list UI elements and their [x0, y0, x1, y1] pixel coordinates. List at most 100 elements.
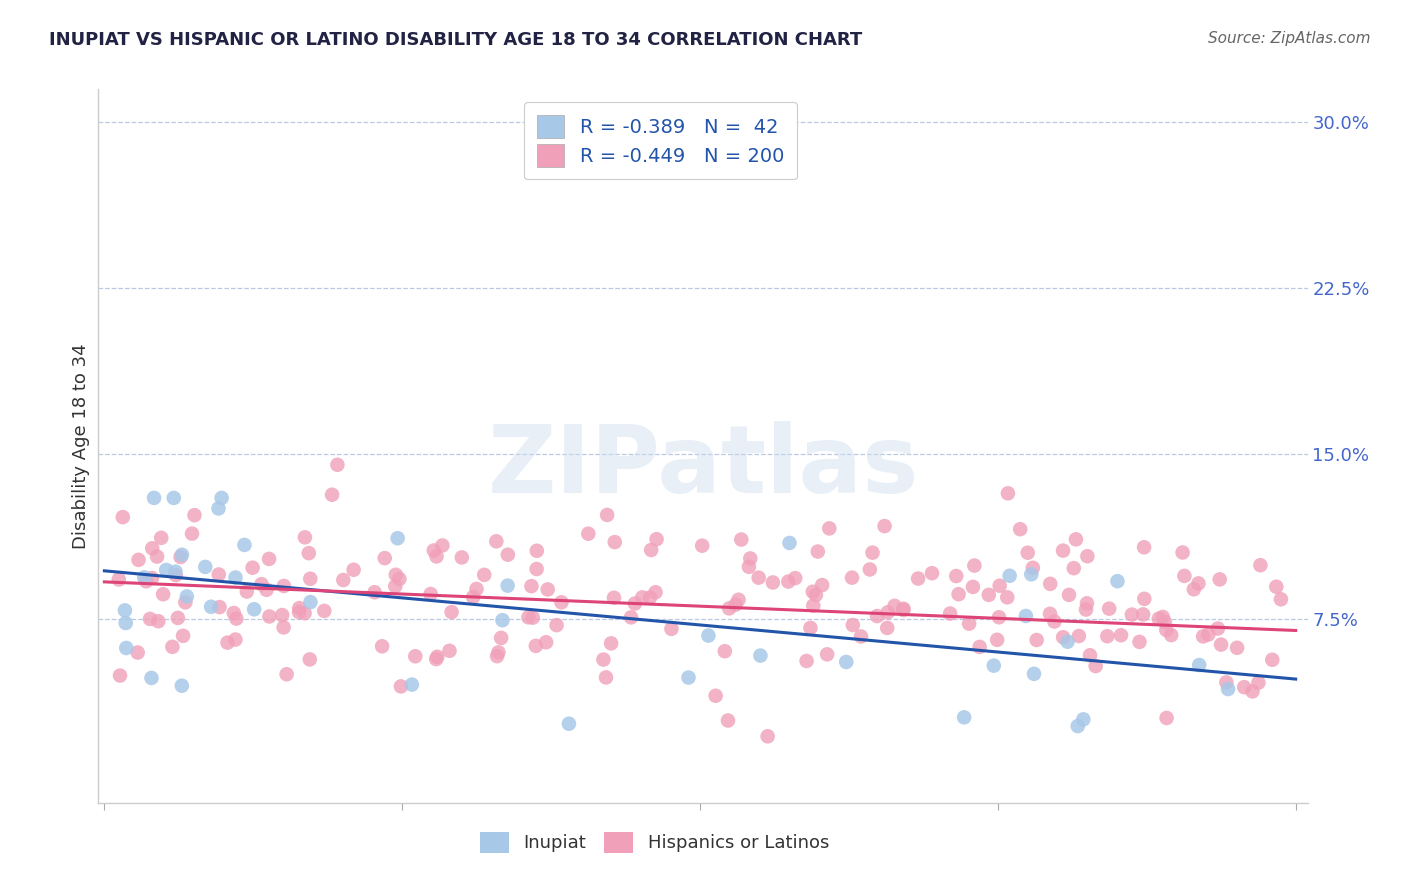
Point: [256, 582, 278, 597]
Point: [426, 649, 449, 664]
Point: [740, 551, 762, 566]
Point: [1132, 607, 1154, 622]
Point: [389, 679, 412, 693]
Point: [624, 597, 647, 611]
Point: [962, 580, 984, 594]
Point: [1057, 588, 1080, 602]
Point: [271, 608, 294, 623]
Point: [1098, 601, 1121, 615]
Point: [166, 611, 188, 625]
Point: [343, 563, 366, 577]
Point: [1128, 635, 1150, 649]
Point: [236, 584, 259, 599]
Point: [176, 590, 198, 604]
Point: [1216, 681, 1239, 696]
Point: [862, 546, 884, 560]
Point: [162, 640, 184, 654]
Point: [141, 571, 163, 585]
Point: [169, 549, 191, 564]
Point: [876, 606, 898, 620]
Point: [425, 549, 447, 564]
Point: [1067, 719, 1090, 733]
Point: [969, 640, 991, 654]
Point: [257, 552, 280, 566]
Point: [172, 629, 194, 643]
Point: [1076, 596, 1098, 610]
Point: [596, 508, 619, 522]
Point: [977, 588, 1000, 602]
Point: [873, 519, 896, 533]
Point: [785, 571, 807, 585]
Point: [107, 573, 129, 587]
Point: [724, 598, 747, 612]
Point: [1147, 612, 1170, 626]
Point: [1121, 607, 1143, 622]
Point: [638, 591, 661, 605]
Point: [835, 655, 858, 669]
Point: [141, 541, 163, 556]
Point: [957, 616, 980, 631]
Point: [225, 611, 247, 625]
Point: [988, 610, 1011, 624]
Point: [294, 606, 316, 620]
Point: [603, 591, 626, 605]
Point: [485, 534, 508, 549]
Point: [1265, 580, 1288, 594]
Point: [756, 729, 779, 743]
Point: [1039, 607, 1062, 621]
Point: [953, 710, 976, 724]
Point: [363, 585, 385, 599]
Point: [298, 546, 321, 560]
Point: [1160, 628, 1182, 642]
Point: [907, 572, 929, 586]
Point: [883, 599, 905, 613]
Point: [866, 609, 889, 624]
Point: [276, 667, 298, 681]
Point: [194, 560, 217, 574]
Point: [1226, 640, 1249, 655]
Point: [718, 601, 741, 615]
Point: [242, 560, 264, 574]
Point: [384, 579, 406, 593]
Point: [404, 649, 426, 664]
Point: [486, 645, 509, 659]
Point: [1109, 628, 1132, 642]
Point: [1197, 627, 1219, 641]
Point: [678, 671, 700, 685]
Point: [1064, 533, 1087, 547]
Point: [299, 595, 322, 609]
Point: [298, 652, 321, 666]
Point: [181, 526, 204, 541]
Point: [326, 458, 349, 472]
Point: [332, 573, 354, 587]
Point: [1215, 675, 1237, 690]
Point: [423, 543, 446, 558]
Point: [165, 565, 187, 579]
Point: [273, 579, 295, 593]
Point: [849, 630, 872, 644]
Point: [250, 577, 273, 591]
Point: [146, 549, 169, 564]
Point: [534, 635, 557, 649]
Point: [592, 652, 614, 666]
Point: [859, 562, 882, 576]
Point: [472, 567, 495, 582]
Point: [801, 584, 824, 599]
Point: [1017, 546, 1039, 560]
Point: [939, 607, 962, 621]
Point: [387, 531, 409, 545]
Point: [127, 646, 149, 660]
Point: [299, 572, 322, 586]
Point: [211, 491, 233, 505]
Point: [1107, 574, 1129, 589]
Point: [150, 531, 173, 545]
Point: [620, 610, 643, 624]
Point: [738, 559, 761, 574]
Point: [1247, 675, 1270, 690]
Point: [697, 629, 720, 643]
Point: [524, 639, 547, 653]
Point: [139, 612, 162, 626]
Point: [749, 648, 772, 663]
Point: [1022, 561, 1045, 575]
Point: [988, 579, 1011, 593]
